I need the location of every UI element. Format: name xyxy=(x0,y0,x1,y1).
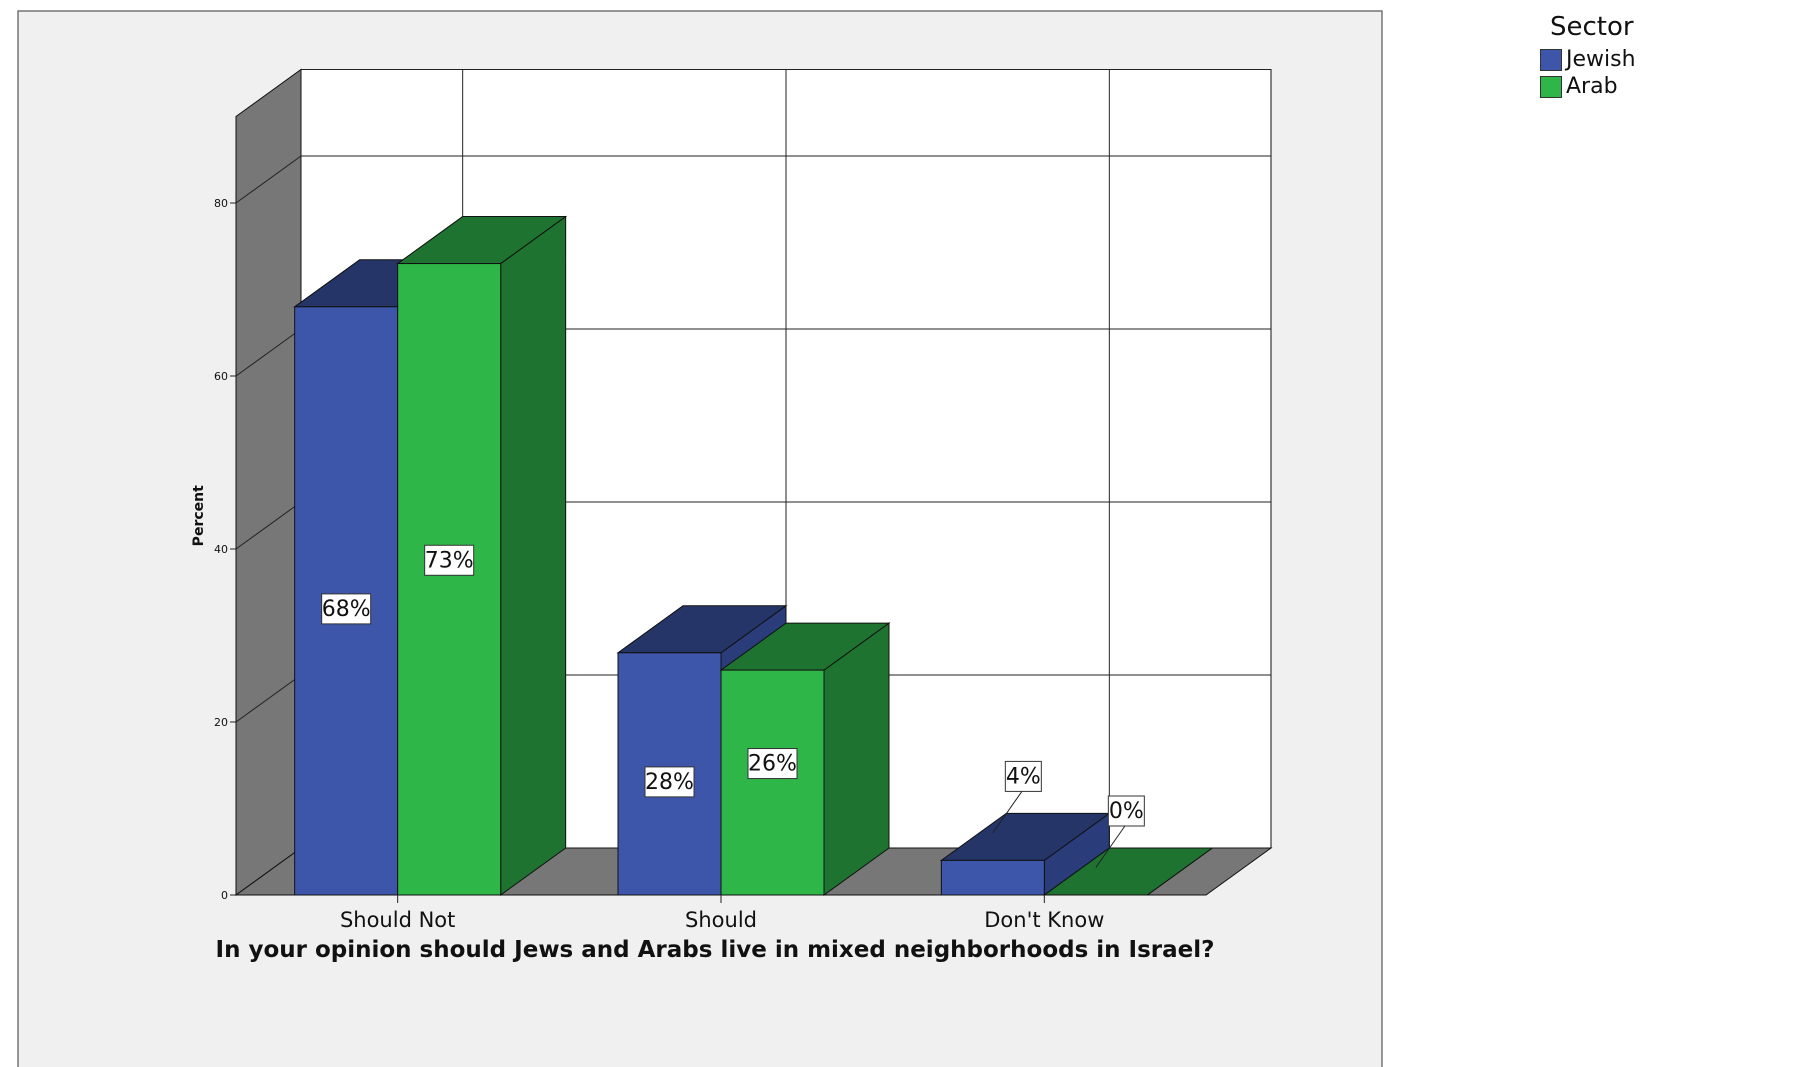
data-label-leader xyxy=(992,789,1024,834)
y-tick-label-60: 60 xyxy=(214,370,228,383)
legend-title: Sector xyxy=(1550,12,1634,42)
data-label-text: 26% xyxy=(748,752,797,777)
x-axis-label: In your opinion should Jews and Arabs li… xyxy=(216,937,1215,963)
y-tick-label-0: 0 xyxy=(221,889,228,902)
legend-label-jewish: Jewish xyxy=(1566,47,1636,72)
data-label-box xyxy=(321,593,372,625)
bar-arab-2 xyxy=(1042,847,1214,896)
data-label-box xyxy=(424,544,475,576)
bar-front xyxy=(397,263,502,896)
data-label-text: 28% xyxy=(645,770,694,795)
legend-item-jewish: Jewish xyxy=(1540,46,1636,73)
legend-label-arab: Arab xyxy=(1566,74,1618,99)
data-label-jewish-2: 4% xyxy=(1004,760,1042,792)
legend-item-arab: Arab xyxy=(1540,73,1636,100)
data-label-arab-2: 0% xyxy=(1107,795,1145,827)
data-label-box xyxy=(1004,760,1042,792)
data-label-leader xyxy=(1095,823,1127,868)
x-tick-label-1: Should xyxy=(685,908,757,932)
wall-gridline-60 xyxy=(235,328,302,377)
data-label-text: 68% xyxy=(322,597,371,622)
data-label-arab-0: 73% xyxy=(424,544,475,576)
left-wall xyxy=(235,68,302,896)
x-tick-label-0: Should Not xyxy=(340,908,455,932)
data-label-box xyxy=(644,766,695,798)
wall-gridline-20 xyxy=(235,674,302,723)
bar-arab-1 xyxy=(719,622,891,896)
bar-arab-0 xyxy=(396,215,568,896)
bar-side xyxy=(500,215,567,896)
y-tick-label-40: 40 xyxy=(214,543,228,556)
y-axis-label: Percent xyxy=(191,485,207,546)
data-label-text: 73% xyxy=(425,548,474,573)
bar-side xyxy=(823,622,890,896)
bar-front xyxy=(720,669,825,896)
data-label-jewish-0: 68% xyxy=(321,593,372,625)
bar-top xyxy=(1042,847,1214,896)
data-label-text: 4% xyxy=(1006,764,1041,789)
wall-gridline-40 xyxy=(235,501,302,550)
wall-gridline-80 xyxy=(235,155,302,204)
legend: Sector Jewish Arab xyxy=(1540,12,1636,100)
y-tick-label-80: 80 xyxy=(214,197,228,210)
y-tick-label-20: 20 xyxy=(214,716,228,729)
data-label-arab-1: 26% xyxy=(747,748,798,780)
bar-jewish-2 xyxy=(939,812,1111,896)
legend-swatch-arab xyxy=(1540,75,1562,98)
data-label-box xyxy=(1107,795,1145,827)
data-label-text: 0% xyxy=(1109,799,1144,824)
bar-front xyxy=(940,859,1045,896)
data-label-jewish-1: 28% xyxy=(644,766,695,798)
data-label-box xyxy=(747,748,798,780)
x-tick-label-2: Don't Know xyxy=(984,908,1104,932)
legend-swatch-jewish xyxy=(1540,48,1562,71)
